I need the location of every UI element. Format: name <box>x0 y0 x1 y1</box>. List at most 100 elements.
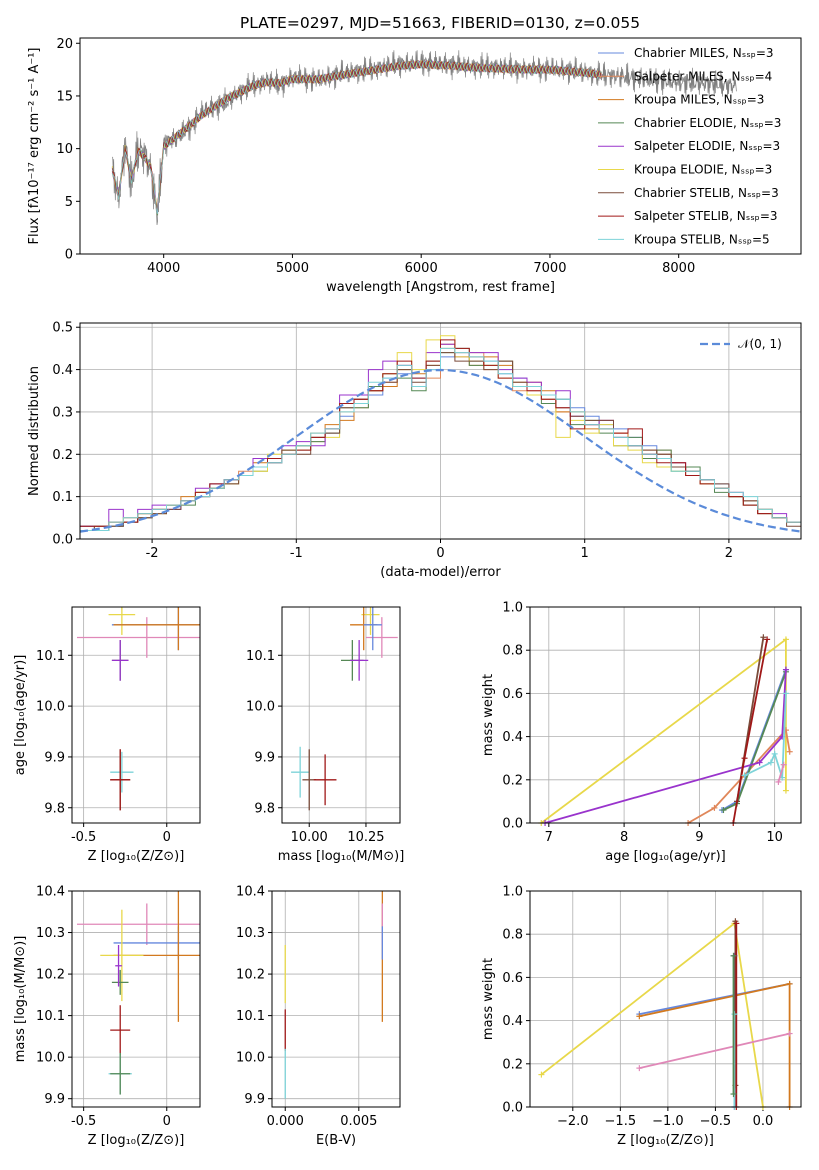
y-tick-label: 10.1 <box>246 649 275 664</box>
axes-frame <box>79 322 802 540</box>
y-tick-label: 9.9 <box>44 750 65 765</box>
mass-weight-line <box>639 982 791 1107</box>
x-tick-label: 10.00 <box>291 830 328 845</box>
legend-entry: Salpeter ELODIE, Nₛₛₚ=3 <box>634 139 780 153</box>
axes-frame <box>529 890 802 1108</box>
x-tick-label: −2.0 <box>557 1114 589 1129</box>
y-tick-label: 0.3 <box>52 405 73 420</box>
mass-weight-vs-metallicity-panel: −2.0 −1.5 −1.0 −0.5 0.0 0.0 0.2 0.4 0.6 0.8 1.0 Z [… <box>481 885 802 1148</box>
y-tick-label: 9.8 <box>254 801 275 816</box>
x-tick-label: 0 <box>436 546 444 561</box>
y-tick-label: 9.8 <box>44 801 65 816</box>
y-axis-label: Normed distribution <box>27 366 42 496</box>
axes-frame <box>529 606 802 824</box>
y-tick-label: 10.2 <box>236 968 265 983</box>
y-tick-label: 0.8 <box>502 644 523 659</box>
x-tick-label: 5000 <box>276 261 309 276</box>
x-tick-label: -0.5 <box>71 830 96 845</box>
x-tick-label: 0.005 <box>340 1114 377 1129</box>
model-spectrum-line <box>111 60 602 213</box>
x-tick-label: -2 <box>146 546 159 561</box>
y-axis-label: mass weight <box>481 674 496 756</box>
y-tick-label: 10.3 <box>236 926 265 941</box>
mass-vs-metallicity-panel: -0.5 0 9.9 10.0 10.1 10.2 10.3 10.4 Z [log₁₀(Z/Z… <box>13 885 201 1148</box>
x-tick-label: 0 <box>163 1114 171 1129</box>
y-tick-label: 10.3 <box>36 926 65 941</box>
normal-distribution-curve <box>79 368 802 533</box>
y-tick-label: 0.0 <box>502 1101 523 1116</box>
x-tick-label: 0.000 <box>267 1114 304 1129</box>
x-axis-label: Z [log₁₀(Z/Z⊙)] <box>88 1133 185 1148</box>
y-axis-label: age [log₁₀(age/yr)] <box>13 655 28 776</box>
legend-entry: Chabrier MILES, Nₛₛₚ=3 <box>634 46 774 60</box>
y-tick-label: 0.6 <box>502 971 523 986</box>
x-axis-label: E(B-V) <box>316 1133 356 1148</box>
model-spectrum-line <box>111 60 602 215</box>
y-tick-label: 1.0 <box>502 601 523 616</box>
spectrum-panel: 4000 5000 6000 7000 8000 0 5 10 15 20 wavelength [… <box>27 37 802 295</box>
x-tick-label: 10 <box>766 830 783 845</box>
x-tick-label: −0.5 <box>700 1114 732 1129</box>
x-tick-label: 4000 <box>147 261 180 276</box>
x-tick-label: −1.0 <box>652 1114 684 1129</box>
y-tick-label: 10.1 <box>36 649 65 664</box>
age-vs-mass-panel: 10.00 10.25 9.8 9.9 10.0 10.1 mass [log₁₀(M/M⊙… <box>246 606 404 864</box>
y-tick-label: 9.9 <box>254 750 275 765</box>
legend-entry: Salpeter MILES, Nₛₛₚ=4 <box>634 69 772 83</box>
y-tick-label: 0.8 <box>502 928 523 943</box>
y-tick-label: 20 <box>56 37 73 52</box>
x-tick-label: 1 <box>581 546 589 561</box>
mass-vs-ebv-panel: 0.000 0.005 9.9 10.0 10.1 10.2 10.3 10.4 E(B-V) <box>236 885 401 1148</box>
x-axis-label: wavelength [Angstrom, rest frame] <box>326 280 555 295</box>
y-tick-label: 0 <box>65 248 73 263</box>
age-vs-metallicity-panel: -0.5 0 9.8 9.9 10.0 10.1 Z [log₁₀(Z/Z⊙)] age [l… <box>13 606 201 864</box>
axes-frame <box>71 606 201 824</box>
y-tick-label: 0.2 <box>502 773 523 788</box>
y-tick-label: 5 <box>65 195 73 210</box>
y-tick-label: 10.2 <box>36 968 65 983</box>
y-axis-label: mass [log₁₀(M/M⊙)] <box>13 936 28 1063</box>
y-tick-label: 10.0 <box>36 1051 65 1066</box>
y-axis-label: Flux [fλ10⁻¹⁷ erg cm⁻² s⁻¹ A⁻¹] <box>27 48 42 245</box>
mass-weight-vs-age-panel: 7 8 9 10 0.0 0.2 0.4 0.6 0.8 1.0 age [log₁₀(age/yr… <box>481 601 802 864</box>
legend-entry: Chabrier STELIB, Nₛₛₚ=3 <box>634 186 779 200</box>
residuals-panel: -2 -1 0 1 2 0.0 0.1 0.2 0.3 0.4 0.5 (data-model)/er… <box>27 321 802 580</box>
mass-weight-line <box>544 669 787 823</box>
y-tick-label: 0.0 <box>52 533 73 548</box>
figure-title: PLATE=0297, MJD=51663, FIBERID=0130, z=0… <box>240 14 640 32</box>
mass-weight-line <box>540 921 764 1107</box>
y-tick-label: 1.0 <box>502 885 523 900</box>
legend-entry: Chabrier ELODIE, Nₛₛₚ=3 <box>634 116 781 130</box>
model-spectrum-line <box>111 60 602 216</box>
legend-entry: Salpeter STELIB, Nₛₛₚ=3 <box>634 209 778 223</box>
axes-frame <box>271 890 401 1108</box>
y-tick-label: 0.2 <box>52 448 73 463</box>
x-tick-label: 0 <box>163 830 171 845</box>
y-tick-label: 10.0 <box>236 1051 265 1066</box>
y-tick-label: 15 <box>56 89 73 104</box>
y-tick-label: 0.0 <box>502 817 523 832</box>
x-tick-label: 7 <box>545 830 553 845</box>
y-tick-label: 0.4 <box>502 1014 523 1029</box>
y-tick-label: 10.1 <box>236 1009 265 1024</box>
axes-frame <box>71 890 201 1108</box>
legend-entry: Kroupa STELIB, Nₛₛₚ=5 <box>634 232 770 246</box>
x-axis-label: (data-model)/error <box>380 565 501 580</box>
y-tick-label: 0.4 <box>52 363 73 378</box>
y-axis-label: mass weight <box>481 958 496 1040</box>
legend-entry: Kroupa ELODIE, Nₛₛₚ=3 <box>634 163 772 177</box>
x-tick-label: -1 <box>290 546 303 561</box>
y-tick-label: 10.0 <box>246 700 275 715</box>
legend-entry: 𝒩(0, 1) <box>738 337 782 351</box>
x-tick-label: −1.5 <box>605 1114 637 1129</box>
y-tick-label: 0.4 <box>502 730 523 745</box>
x-axis-label: age [log₁₀(age/yr)] <box>605 849 726 864</box>
y-tick-label: 0.1 <box>52 490 73 505</box>
x-axis-label: Z [log₁₀(Z/Z⊙)] <box>617 1133 714 1148</box>
x-tick-label: -0.5 <box>71 1114 96 1129</box>
x-tick-label: 9 <box>695 830 703 845</box>
histogram-step <box>80 347 801 539</box>
x-tick-label: 2 <box>725 546 733 561</box>
axes-frame <box>281 606 401 824</box>
